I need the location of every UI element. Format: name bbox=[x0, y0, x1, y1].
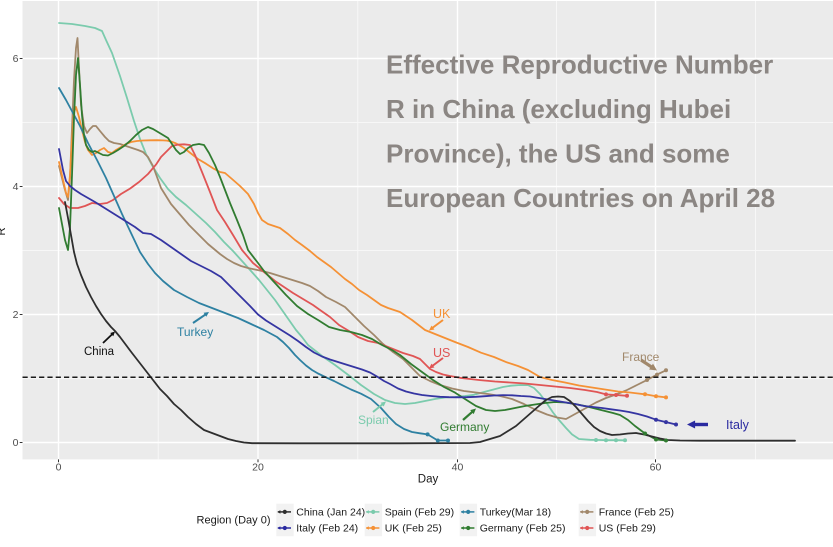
svg-text:US (Feb 29): US (Feb 29) bbox=[599, 523, 656, 535]
svg-text:0: 0 bbox=[56, 461, 62, 473]
svg-text:Province), the US and some: Province), the US and some bbox=[386, 139, 730, 169]
svg-text:France (Feb 25): France (Feb 25) bbox=[599, 507, 674, 519]
svg-text:Italy (Feb 24): Italy (Feb 24) bbox=[296, 523, 358, 535]
svg-text:4: 4 bbox=[13, 181, 19, 193]
svg-text:2: 2 bbox=[13, 309, 19, 321]
svg-text:Spain (Feb 29): Spain (Feb 29) bbox=[385, 507, 454, 519]
svg-text:Day: Day bbox=[418, 474, 439, 486]
svg-text:60: 60 bbox=[650, 461, 662, 473]
svg-text:20: 20 bbox=[252, 461, 264, 473]
svg-text:Germany (Feb 25): Germany (Feb 25) bbox=[480, 523, 566, 535]
svg-text:R: R bbox=[0, 227, 8, 235]
svg-text:Effective Reproductive Number: Effective Reproductive Number bbox=[386, 50, 773, 80]
svg-text:Italy: Italy bbox=[726, 418, 750, 432]
svg-text:0: 0 bbox=[13, 437, 19, 449]
svg-text:France: France bbox=[622, 350, 660, 364]
svg-text:UK (Feb 25): UK (Feb 25) bbox=[385, 523, 442, 535]
svg-text:Turkey: Turkey bbox=[177, 325, 213, 339]
svg-text:Germany: Germany bbox=[440, 420, 489, 434]
svg-text:European Countries on April 28: European Countries on April 28 bbox=[386, 183, 775, 213]
svg-text:Region (Day 0): Region (Day 0) bbox=[197, 515, 271, 527]
svg-text:UK: UK bbox=[433, 307, 451, 321]
svg-text:Spian: Spian bbox=[358, 413, 389, 427]
svg-text:Turkey(Mar 18): Turkey(Mar 18) bbox=[480, 507, 551, 519]
svg-text:China: China bbox=[84, 346, 115, 358]
svg-text:US: US bbox=[433, 346, 450, 360]
svg-text:6: 6 bbox=[13, 53, 19, 65]
svg-text:40: 40 bbox=[452, 461, 464, 473]
svg-text:China (Jan 24): China (Jan 24) bbox=[296, 507, 365, 519]
svg-text:R in China (excluding Hubei: R in China (excluding Hubei bbox=[386, 94, 731, 124]
